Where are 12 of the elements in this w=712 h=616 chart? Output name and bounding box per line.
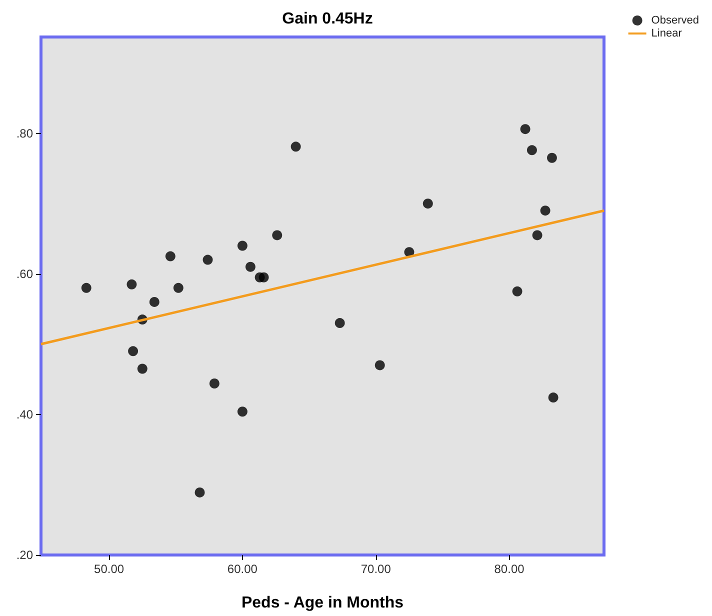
x-tick-label: 60.00 [227, 562, 258, 576]
y-tick-label: .60 [16, 266, 34, 281]
y-tick-label: .20 [16, 548, 34, 562]
y-tick-label: .80 [16, 126, 34, 140]
x-tick-label: 80.00 [494, 562, 525, 576]
chart-title: Gain 0.45Hz [282, 10, 373, 28]
x-axis-title: Peds - Age in Months [241, 594, 404, 612]
legend-label: Observed [651, 14, 700, 26]
x-tick-label: 70.00 [360, 562, 392, 576]
y-tick-label: .40 [16, 407, 34, 422]
legend-label: Linear [651, 28, 682, 40]
x-tick-label: 50.00 [94, 562, 124, 576]
